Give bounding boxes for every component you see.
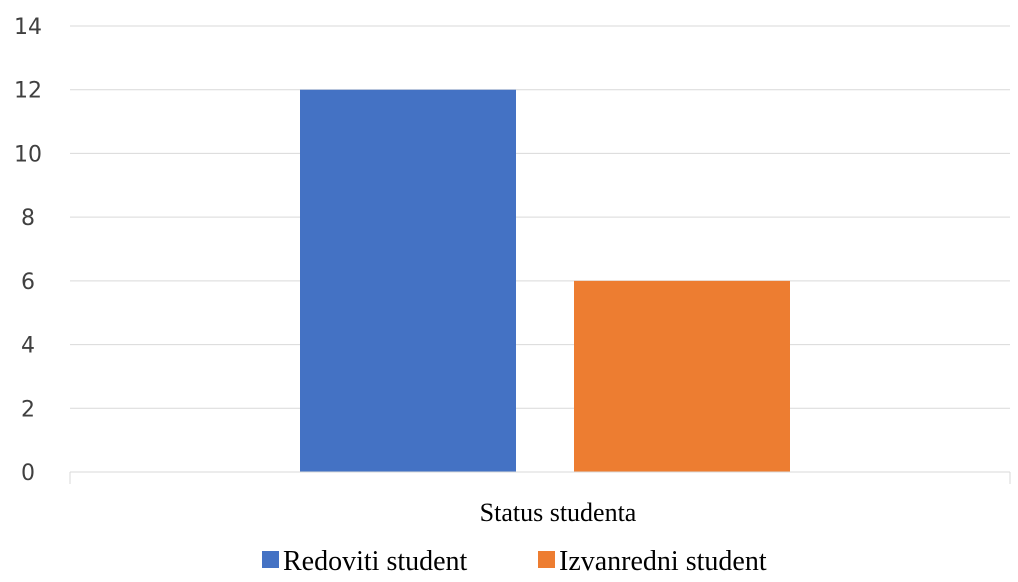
y-tick-label: 14 [14,15,42,40]
y-tick-label: 12 [14,79,42,104]
y-tick-label: 4 [21,334,35,359]
y-tick-label: 0 [21,461,35,486]
y-tick-label: 2 [21,397,35,422]
gridlines [70,25,1010,409]
legend-label: Izvanredni student [559,546,767,577]
bars [300,89,790,472]
y-tick-label: 6 [21,270,35,295]
bar-izvanredni-student [574,280,790,472]
legend: Redoviti student Izvanredni student [262,546,767,577]
y-tick-label: 10 [14,142,42,167]
x-category-label: Status studenta [480,498,637,527]
legend-swatch [262,551,279,568]
legend-swatch [538,551,555,568]
y-axis-ticks: 0 2 4 6 8 10 12 14 [14,15,42,486]
legend-label: Redoviti student [283,546,468,577]
y-tick-label: 8 [21,206,35,231]
bar-redoviti-student [300,89,516,472]
